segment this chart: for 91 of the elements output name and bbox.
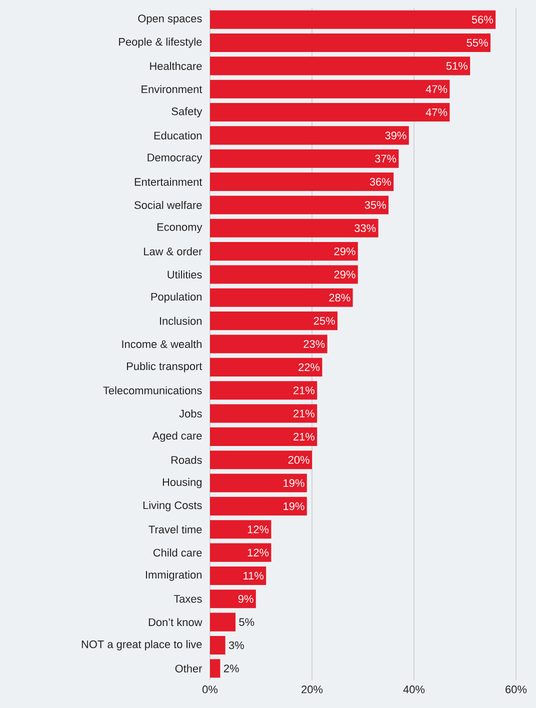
y-tick-label: Jobs [179,409,202,418]
y-tick-label: Taxes [174,595,202,603]
data-label: 29% [334,247,356,256]
y-tick-label: Economy [157,223,202,234]
bar [210,218,378,238]
bar [210,80,450,98]
data-label: 47% [426,108,448,116]
bar [210,543,272,562]
y-tick-label: Other [175,664,202,672]
bar [210,404,318,423]
data-label: 36% [370,178,391,186]
data-label: 3% [228,641,244,650]
y-tick-label: Utilities [168,270,202,279]
bar [210,172,394,192]
y-tick-label: Education [154,131,202,140]
y-tick-label: Environment [142,85,202,94]
bar [210,612,236,632]
y-tick-label: Housing [162,478,202,488]
data-label: 37% [374,154,396,162]
data-label: 56% [472,16,493,24]
y-tick-label: Law & order [144,247,202,256]
x-tick-label: 0% [202,686,218,694]
data-label: 9% [238,595,254,603]
y-tick-label: Social welfare [134,200,202,209]
bar [210,196,388,214]
bar [210,659,220,678]
x-tick-label: 60% [506,686,527,694]
bar [210,450,312,470]
data-label: 29% [334,270,356,278]
data-label: 51% [446,62,468,70]
data-label: 21% [294,432,314,441]
y-tick-label: NOT a great place to live [82,640,202,650]
data-label: 25% [314,316,335,325]
data-label: 39% [385,132,406,140]
data-label: 23% [304,340,325,348]
data-label: 2% [224,664,239,672]
bar [210,242,358,261]
data-label: 21% [294,386,314,394]
data-label: 33% [354,224,376,232]
bar [210,381,318,400]
y-tick-label: Aged care [152,432,202,442]
bar [210,312,338,330]
bar [210,288,353,307]
bar [210,474,307,492]
bar [210,33,490,52]
data-label: 21% [294,410,314,418]
data-label: 5% [239,618,254,626]
y-tick-label: Don’t know [148,618,202,626]
bar [210,56,470,76]
data-label: 12% [248,526,269,534]
y-tick-label: Inclusion [160,316,202,325]
data-label: 55% [466,38,488,47]
bar [210,496,307,516]
bar [210,103,450,122]
y-tick-label: Safety [172,107,202,118]
y-tick-label: Income & wealth [122,340,202,348]
data-label: 19% [284,502,304,510]
bar [210,358,322,376]
data-label: 12% [248,548,269,556]
y-tick-label: Living Costs [143,501,202,512]
y-tick-label: Public transport [126,362,202,372]
y-tick-label: Child care [153,548,202,557]
y-tick-label: Population [151,292,202,303]
bar [210,149,399,168]
y-tick-label: People & lifestyle [119,38,202,48]
bar [210,636,226,655]
data-label: 11% [244,572,264,580]
y-tick-label: Travel time [148,525,202,534]
y-tick-label: Telecommunications [103,386,202,394]
y-tick-label: Democracy [148,154,202,164]
data-label: 19% [284,479,304,487]
bar [210,566,266,585]
bar [210,10,496,29]
data-label: 20% [288,456,310,464]
bar [210,265,358,284]
bar [210,334,328,354]
y-tick-label: Roads [171,456,202,464]
bar [210,520,272,539]
bar [210,126,409,145]
y-tick-label: Healthcare [150,62,202,70]
y-tick-label: Entertainment [134,178,202,186]
bar [210,427,318,446]
y-tick-label: Open spaces [138,14,202,25]
bar [210,590,256,608]
data-label: 35% [364,201,386,209]
y-tick-label: Immigration [146,570,202,581]
data-label: 28% [329,294,350,302]
data-label: 47% [426,85,448,93]
data-label: 22% [298,363,320,372]
x-tick-label: 40% [403,686,425,694]
x-tick-label: 20% [302,686,323,694]
